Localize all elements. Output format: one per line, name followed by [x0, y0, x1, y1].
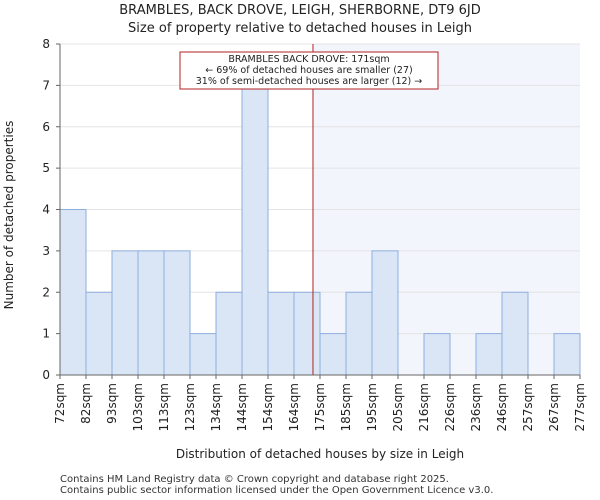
- footer-licence: Contains public sector information licen…: [60, 485, 494, 496]
- annotation-line2: ← 69% of detached houses are smaller (27…: [205, 65, 412, 76]
- x-tick-label-277sqm: 277sqm: [573, 383, 587, 431]
- x-tick-label-216sqm: 216sqm: [417, 383, 431, 431]
- x-tick-label-82sqm: 82sqm: [79, 383, 93, 424]
- annotation-box: BRAMBLES BACK DROVE: 171sqm ← 69% of det…: [179, 51, 439, 90]
- y-tick-label-3: 3: [42, 244, 50, 258]
- x-tick-label-195sqm: 195sqm: [365, 383, 379, 431]
- y-tick-labels: 0 1 2 3 4 5 6 7 8: [42, 37, 60, 382]
- bar-267sqm: [553, 333, 581, 376]
- x-tick-label-257sqm: 257sqm: [521, 383, 535, 431]
- bar-113sqm: [163, 250, 191, 376]
- bar-246sqm: [501, 291, 529, 376]
- x-tick-labels: 72sqm 82sqm 93sqm 103sqm 113sqm 123sqm 134sqm 1…: [53, 375, 587, 431]
- x-tick-label-123sqm: 123sqm: [183, 383, 197, 431]
- bar-175sqm: [319, 333, 347, 376]
- x-tick-label-93sqm: 93sqm: [105, 383, 119, 424]
- bar-72sqm: [59, 209, 87, 376]
- x-tick-label-72sqm: 72sqm: [53, 383, 67, 424]
- bar-103sqm: [137, 250, 165, 376]
- x-tick-label-267sqm: 267sqm: [547, 383, 561, 431]
- y-tick-label-7: 7: [42, 78, 50, 92]
- y-axis-label: Number of detached properties: [2, 121, 16, 310]
- bar-236sqm: [475, 333, 503, 376]
- bar-154sqm: [267, 291, 295, 376]
- chart-title-line1: BRAMBLES, BACK DROVE, LEIGH, SHERBORNE, …: [119, 3, 481, 18]
- x-tick-label-246sqm: 246sqm: [495, 383, 509, 431]
- y-tick-label-0: 0: [42, 368, 50, 382]
- x-tick-label-144sqm: 144sqm: [235, 383, 249, 431]
- bar-134sqm: [215, 291, 243, 376]
- y-tick-label-2: 2: [42, 285, 50, 299]
- x-tick-label-154sqm: 154sqm: [261, 383, 275, 431]
- x-tick-label-134sqm: 134sqm: [209, 383, 223, 431]
- bar-195sqm: [371, 250, 399, 376]
- y-tick-label-6: 6: [42, 120, 50, 134]
- x-tick-label-226sqm: 226sqm: [443, 383, 457, 431]
- annotation-frame: [179, 51, 439, 90]
- chart-subtitle: Size of property relative to detached ho…: [128, 21, 472, 36]
- bar-82sqm: [85, 291, 113, 376]
- x-tick-label-175sqm: 175sqm: [313, 383, 327, 431]
- bar-185sqm: [345, 291, 373, 376]
- footer-copyright: Contains HM Land Registry data © Crown c…: [60, 474, 449, 485]
- x-axis-label: Distribution of detached houses by size …: [176, 447, 464, 461]
- bar-164sqm: [293, 291, 321, 376]
- y-tick-label-5: 5: [42, 161, 50, 175]
- x-tick-label-236sqm: 236sqm: [469, 383, 483, 431]
- bar-123sqm: [189, 333, 217, 376]
- x-tick-label-205sqm: 205sqm: [391, 383, 405, 431]
- y-tick-label-8: 8: [42, 37, 50, 51]
- y-tick-label-1: 1: [42, 327, 50, 341]
- y-tick-label-4: 4: [42, 203, 50, 217]
- annotation-line3: 31% of semi-detached houses are larger (…: [196, 76, 423, 87]
- x-tick-label-185sqm: 185sqm: [339, 383, 353, 431]
- bar-216sqm: [423, 333, 451, 376]
- x-tick-label-113sqm: 113sqm: [157, 383, 171, 431]
- x-tick-label-103sqm: 103sqm: [131, 383, 145, 431]
- chart-title: BRAMBLES, BACK DROVE, LEIGH, SHERBORNE, …: [0, 2, 600, 38]
- bar-93sqm: [111, 250, 139, 376]
- bars-layer: [59, 84, 581, 376]
- annotation-line1: BRAMBLES BACK DROVE: 171sqm: [228, 54, 389, 65]
- bar-144sqm: [241, 84, 269, 376]
- x-tick-label-164sqm: 164sqm: [287, 383, 301, 431]
